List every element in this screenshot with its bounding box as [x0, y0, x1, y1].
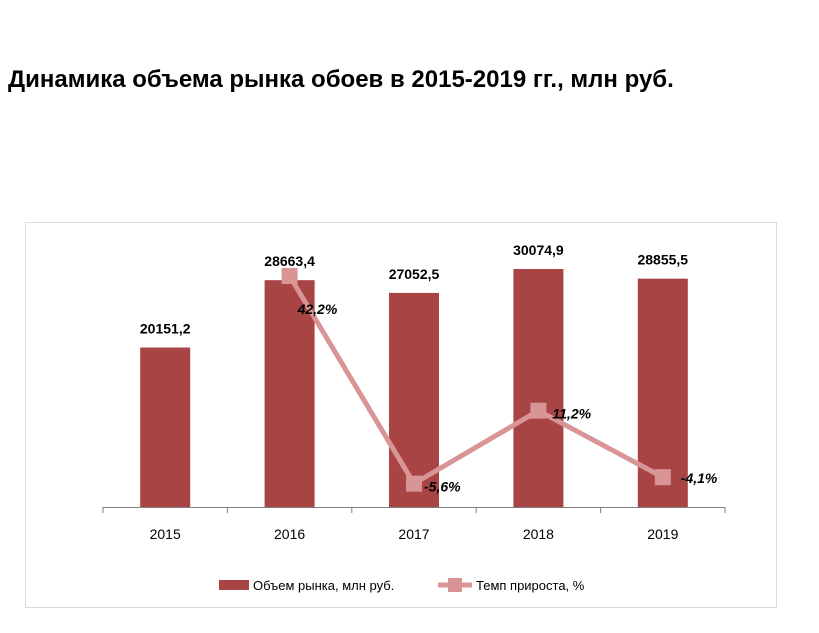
- x-tick-label-2018: 2018: [523, 526, 554, 542]
- growth-label-2019: -4,1%: [681, 470, 718, 486]
- bar-2016: [264, 280, 315, 507]
- chart-title: Динамика объема рынка обоев в 2015-2019 …: [8, 66, 674, 93]
- bar-value-label-2016: 28663,4: [264, 253, 315, 269]
- growth-point-2018: [530, 402, 547, 419]
- legend-label-bar: Объем рынка, млн руб.: [253, 578, 394, 593]
- growth-point-2017: [406, 475, 422, 492]
- x-tick-label-2019: 2019: [647, 526, 678, 542]
- bar-value-label-2019: 28855,5: [637, 252, 688, 268]
- legend-label-line: Темп прироста, %: [476, 578, 585, 593]
- legend-swatch-bar: [219, 580, 249, 590]
- growth-point-2019: [654, 469, 671, 486]
- growth-label-2018: 11,2%: [552, 406, 591, 422]
- bar-value-label-2015: 20151,2: [140, 321, 191, 337]
- bar-2018: [513, 269, 564, 507]
- bar-2015: [140, 347, 191, 507]
- legend-swatch-marker: [448, 578, 462, 592]
- growth-label-2016: 42,2%: [297, 301, 338, 317]
- bar-value-label-2017: 27052,5: [389, 266, 440, 282]
- x-tick-label-2015: 2015: [150, 526, 181, 542]
- growth-label-2017: -5,6%: [424, 479, 461, 495]
- x-tick-label-2017: 2017: [398, 526, 429, 542]
- x-tick-label-2016: 2016: [274, 526, 305, 542]
- bar-value-label-2018: 30074,9: [513, 242, 564, 258]
- growth-point-2016: [281, 268, 298, 284]
- growth-rate-line: [287, 274, 664, 487]
